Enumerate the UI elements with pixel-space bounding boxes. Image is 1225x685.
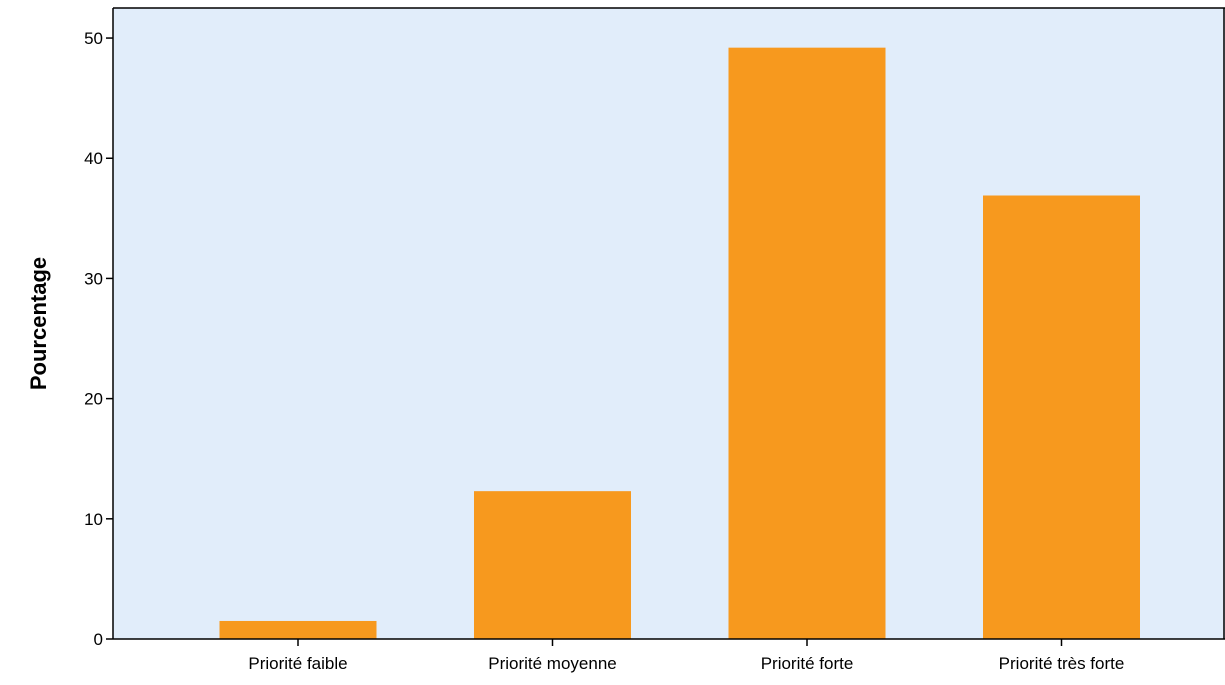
x-tick-label: Priorité faible [248,654,347,673]
y-tick-label: 20 [84,390,103,409]
x-ticks-layer: Priorité faible Priorité moyenne Priorité … [248,639,1124,673]
bars-layer [219,47,1140,640]
x-tick-label: Priorité très forte [999,654,1125,673]
x-tick-label: Priorité forte [761,654,854,673]
bar-2 [474,491,631,639]
y-tick-label: 50 [84,29,103,48]
bar-4 [983,195,1140,640]
y-tick-label: 10 [84,510,103,529]
bar-1 [219,620,377,639]
y-tick-label: 0 [94,630,103,649]
y-tick-label: 40 [84,149,103,168]
y-tick-label: 30 [84,269,103,288]
y-ticks-layer: 0 10 20 30 40 50 [84,29,113,649]
x-tick-label: Priorité moyenne [488,654,617,673]
y-axis-title: Pourcentage [26,257,51,390]
bar-3 [728,47,886,640]
